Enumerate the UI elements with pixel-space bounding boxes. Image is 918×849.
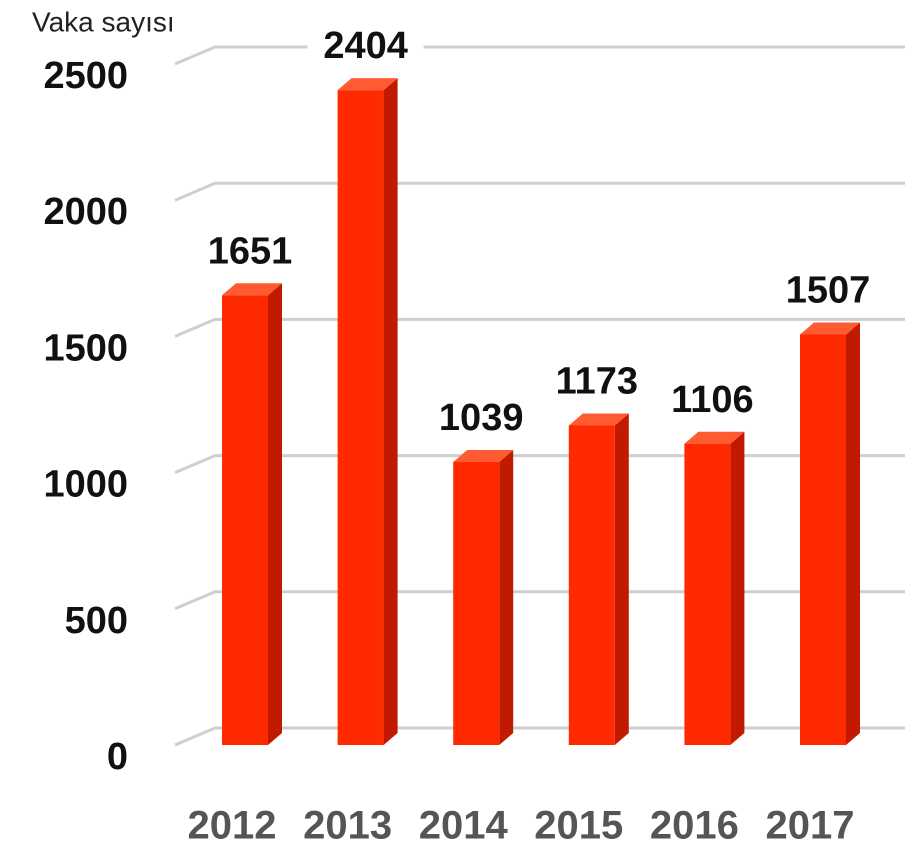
y-tick-label: 500 [65, 600, 128, 642]
grid-line [174, 726, 905, 747]
y-tick-label: 0 [107, 736, 128, 778]
x-tick-label: 2014 [419, 804, 509, 848]
y-tick-label: 2000 [43, 191, 128, 233]
bar-top [337, 78, 398, 91]
bar-top [800, 322, 860, 335]
x-tick-label: 2015 [534, 804, 623, 848]
bar-top [453, 449, 514, 462]
value-label: 2404 [323, 25, 408, 67]
y-axis-title: Vaka sayısı [32, 6, 175, 37]
bar-front [337, 90, 384, 746]
value-label: 1507 [786, 270, 871, 312]
value-label: 1106 [671, 379, 753, 421]
bar [222, 283, 282, 745]
value-label: 1173 [556, 361, 638, 403]
bar-side [730, 431, 745, 745]
value-label-bg [423, 395, 540, 444]
y-tick-label: 2500 [43, 55, 128, 97]
grid-line [174, 454, 905, 474]
bar-side [268, 283, 282, 745]
bar-front [222, 295, 268, 745]
grid-line [174, 45, 905, 66]
bar [337, 78, 398, 746]
x-tick-label: 2017 [766, 804, 855, 848]
value-label: 1039 [439, 397, 524, 439]
value-label-bg [192, 229, 308, 278]
bar-side [499, 449, 514, 745]
x-tick-label: 2013 [303, 804, 392, 848]
bar-top [222, 283, 282, 296]
value-label-bg [307, 24, 424, 73]
bar-front [684, 443, 731, 745]
y-tick-label: 1000 [43, 464, 128, 506]
bar-side [383, 78, 398, 746]
y-tick-label: 1500 [43, 327, 128, 369]
bar-top [568, 413, 629, 426]
bar-front [453, 461, 500, 745]
bar [568, 413, 629, 745]
grid-line [174, 317, 905, 338]
value-label-bg [538, 359, 655, 408]
bar [684, 431, 745, 745]
value-label-bg [770, 268, 886, 317]
bar-side [846, 322, 860, 745]
value-label-bg [654, 377, 771, 426]
bar [800, 322, 860, 745]
x-tick-label: 2012 [188, 804, 277, 848]
grid-line [174, 590, 905, 611]
bar [453, 449, 514, 745]
bar-side [614, 413, 629, 745]
x-tick-label: 2016 [650, 804, 739, 848]
bar-front [800, 334, 846, 745]
bar-top [684, 431, 745, 444]
value-label: 1651 [208, 230, 293, 272]
grid-line [174, 181, 905, 202]
bar-front [568, 425, 615, 745]
